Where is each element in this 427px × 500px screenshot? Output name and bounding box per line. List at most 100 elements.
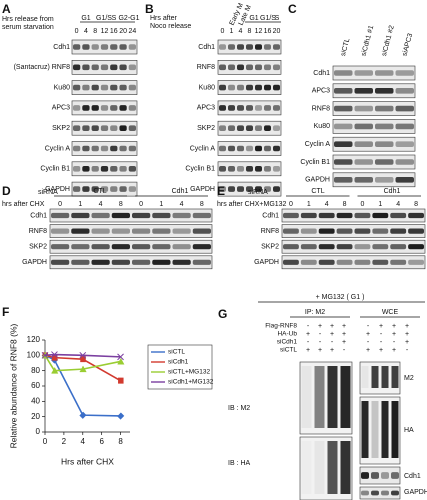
band [110,186,118,192]
band [408,259,424,265]
series-line [44,354,121,417]
group-label: CTL [311,188,324,195]
band [152,212,171,219]
blot [49,208,213,223]
row-label: RNF8 [197,64,215,71]
blot [71,141,138,156]
series-line [44,354,121,382]
lane-label: siCTL [340,37,352,57]
marker [117,353,124,361]
blot-label: Cdh1 [404,473,421,480]
band [354,244,371,250]
band [375,159,394,165]
band [119,186,127,192]
band [395,177,414,183]
ip-label: IP: M2 [305,309,325,316]
smear [327,366,338,428]
time: 0 [360,201,364,208]
legend-label: siCdh1 [168,359,189,366]
band [336,212,353,219]
sign: - [319,339,322,346]
panel-label: G [218,307,227,321]
band [283,228,299,234]
band [73,145,81,152]
row-label: Cyclin A [190,145,216,152]
sign: - [307,339,310,346]
band [91,186,99,192]
band [128,105,136,111]
time: 12 [101,28,109,35]
band [132,228,151,234]
band [91,228,110,234]
band [100,125,109,131]
band [283,244,299,250]
sign: + [342,323,346,330]
band [82,186,90,192]
lane-label: siAPC3 [401,33,414,57]
blot [281,239,426,254]
band [110,64,118,71]
band [73,105,81,111]
smear [371,401,379,458]
band [354,123,373,130]
phase: G1/S [260,15,276,22]
band [371,472,379,479]
band [371,490,379,496]
sirna-label: siRNA [248,189,268,196]
band [372,228,389,234]
panel-label: B [145,2,154,16]
marker [79,351,87,359]
marker [80,356,86,363]
band [395,141,414,147]
time: 4 [325,201,329,208]
band [246,186,253,192]
row-label: SKP2 [197,125,215,132]
band [152,244,171,250]
blot [332,136,416,152]
band [283,259,299,265]
band [91,44,99,50]
marker [51,351,58,358]
blot [332,83,416,99]
band [237,64,244,71]
band [375,123,394,130]
time: 1 [378,201,382,208]
band [264,186,271,192]
band [100,145,109,152]
time: 4 [99,201,103,208]
band [264,64,271,71]
time: 16 [264,28,272,35]
time: 20 [273,28,281,35]
treatment: + MG132 ( G1 ) [316,294,365,301]
row-label: Ku80 [314,123,330,130]
band [100,105,109,111]
band [82,145,90,152]
marker [51,367,59,374]
time-label: hrs after CHX [2,201,45,208]
sign: + [330,347,334,354]
band [264,125,271,131]
band [334,88,353,94]
band [71,244,90,250]
band [273,64,280,71]
band [91,244,110,250]
band [100,186,109,192]
band [128,125,136,131]
smear [371,366,379,388]
blot [49,224,213,238]
row-label: GAPDH [254,259,279,266]
band [82,84,90,91]
band [132,244,151,250]
blot [332,101,416,116]
band [336,259,353,265]
band [372,244,389,250]
band [51,259,70,265]
band [51,244,70,250]
band [246,166,253,172]
band [82,105,90,111]
band [390,228,407,234]
band [119,145,127,152]
band [128,145,136,152]
row-label: RNF8 [312,105,330,112]
band [152,228,171,234]
